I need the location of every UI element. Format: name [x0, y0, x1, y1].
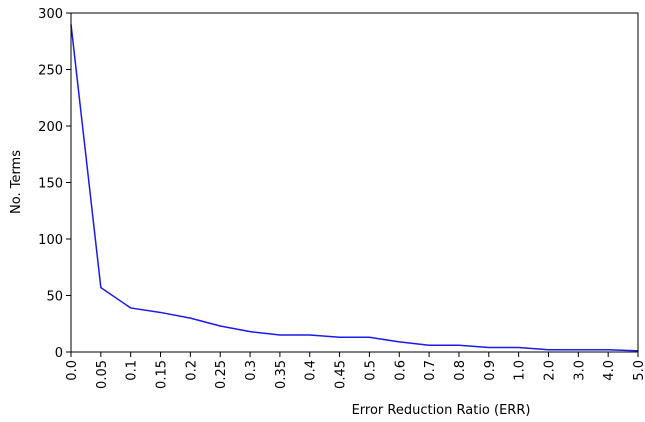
x-tick-label: 0.1: [125, 360, 140, 381]
x-tick-label: 0.15: [155, 360, 170, 389]
x-tick-label: 0.35: [274, 360, 289, 389]
x-tick-label: 0.7: [423, 360, 438, 381]
y-tick-label: 0: [55, 346, 63, 361]
y-tick-label: 300: [38, 7, 63, 22]
x-tick-label: 0.9: [483, 360, 498, 381]
x-tick-label: 0.05: [95, 360, 110, 389]
x-axis-label: Error Reduction Ratio (ERR): [352, 403, 531, 418]
x-tick-label: 0.5: [363, 360, 378, 381]
y-axis-label: No. Terms: [9, 150, 24, 214]
x-tick-label: 0.6: [393, 360, 408, 381]
x-tick-label: 0.25: [214, 360, 229, 389]
y-tick-label: 200: [38, 120, 63, 135]
x-tick-label: 0.3: [244, 360, 259, 381]
y-tick-label: 50: [46, 290, 63, 305]
x-tick-label: 0.0: [65, 360, 80, 381]
x-tick-label: 2.0: [542, 360, 557, 381]
x-tick-label: 0.2: [184, 360, 199, 381]
x-tick-label: 0.4: [304, 360, 319, 381]
y-tick-label: 100: [38, 233, 63, 248]
x-tick-label: 0.8: [453, 360, 468, 381]
x-tick-label: 1.0: [513, 360, 528, 381]
plot-frame: [70, 12, 639, 353]
x-tick-label: 3.0: [572, 360, 587, 381]
x-tick-label: 4.0: [602, 360, 617, 381]
data-line: [70, 24, 639, 352]
x-tick-label: 5.0: [632, 360, 645, 381]
y-tick-label: 150: [38, 177, 63, 192]
y-tick-label: 250: [38, 64, 63, 79]
x-tick-label: 0.45: [334, 360, 349, 389]
